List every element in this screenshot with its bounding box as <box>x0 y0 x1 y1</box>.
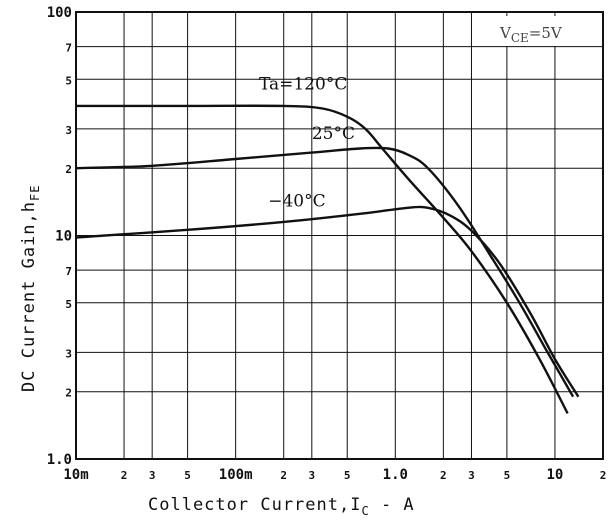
series-label-0: Ta=120°C <box>259 75 347 95</box>
x-tick-label: 2 <box>440 469 447 482</box>
series-label-2: −40°C <box>268 191 325 211</box>
condition-label: VCE=5V <box>499 24 563 45</box>
series-line-2 <box>75 205 580 398</box>
x-tick-label: 10 <box>547 467 564 483</box>
y-tick-label: 1.0 <box>47 452 72 468</box>
x-tick-label: 3 <box>309 469 316 482</box>
series-line-1 <box>75 146 575 398</box>
x-tick-label: 5 <box>184 469 191 482</box>
grid <box>76 12 603 459</box>
y-tick-label: 10 <box>55 229 72 245</box>
curves <box>75 104 580 414</box>
plot-frame <box>75 11 604 460</box>
tick-labels: 10m 2 3 5 100m 2 3 5 1.0 2 3 5 10 2 1.0 2 3 5 7 10 2 3 5 7 100 <box>47 5 607 483</box>
y-tick-label: 7 <box>65 265 72 278</box>
x-tick-label: 3 <box>149 469 156 482</box>
x-tick-label: 2 <box>280 469 287 482</box>
x-tick-label: 3 <box>468 469 475 482</box>
x-tick-label: 2 <box>121 469 128 482</box>
x-tick-label: 1.0 <box>383 467 408 483</box>
y-tick-label: 3 <box>65 347 72 360</box>
x-tick-label: 5 <box>344 469 351 482</box>
series-label-1: 25°C <box>312 124 355 144</box>
x-axis-label: Collector Current,IC - A <box>148 495 415 518</box>
curve-labels: Ta=120°C 25°C −40°C <box>259 75 355 212</box>
x-tick-label: 2 <box>600 469 607 482</box>
y-tick-label: 7 <box>65 42 72 55</box>
x-tick-label: 100m <box>219 467 253 483</box>
y-tick-label: 2 <box>65 387 72 400</box>
condition-box <box>494 16 596 46</box>
y-axis-label: DC Current Gain,hFE <box>19 185 42 392</box>
y-tick-label: 5 <box>65 298 72 311</box>
y-tick-label: 2 <box>65 163 72 176</box>
y-tick-label: 100 <box>47 5 72 21</box>
y-tick-label: 3 <box>65 124 72 137</box>
y-tick-label: 5 <box>65 74 72 87</box>
x-tick-label: 5 <box>504 469 511 482</box>
x-tick-label: 10m <box>63 467 88 483</box>
